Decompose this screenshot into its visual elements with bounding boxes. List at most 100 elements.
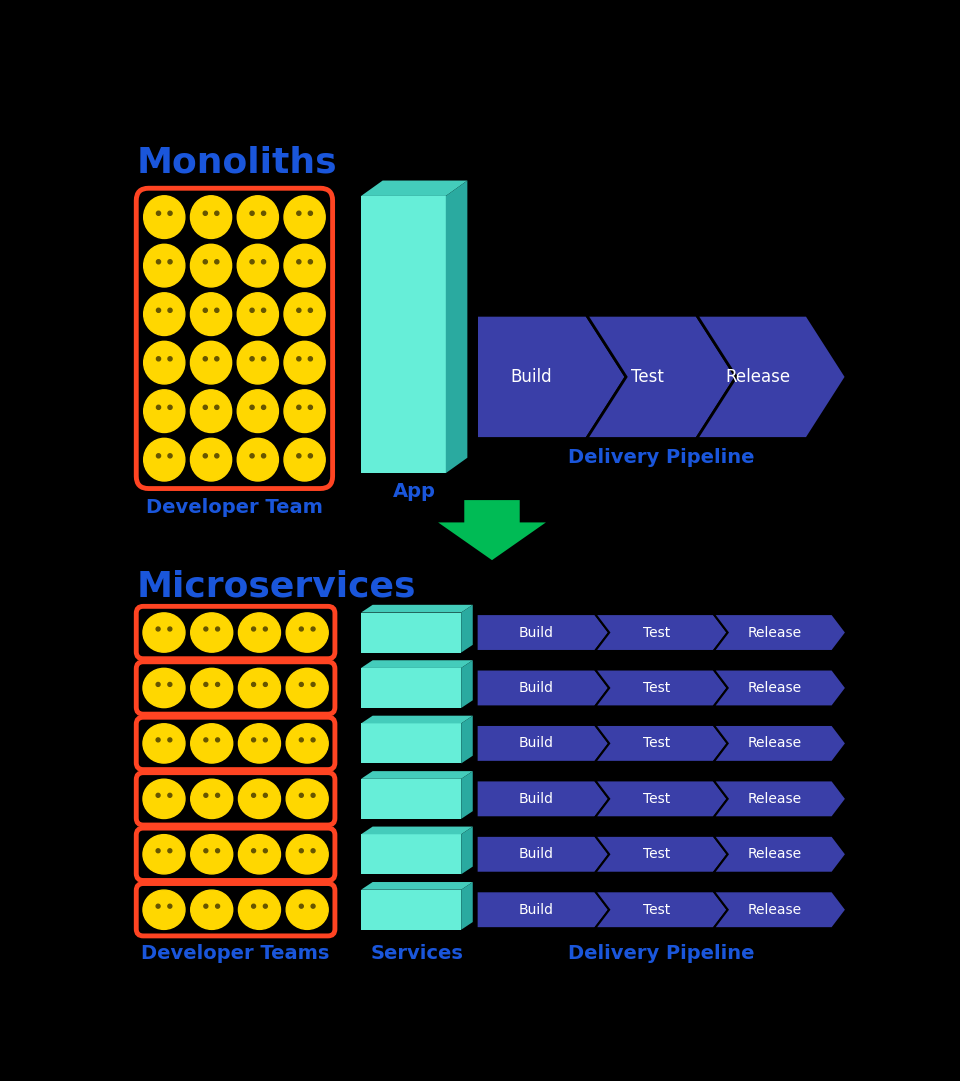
- Circle shape: [311, 738, 315, 742]
- Circle shape: [215, 259, 219, 264]
- Ellipse shape: [191, 613, 232, 652]
- Text: Test: Test: [643, 681, 670, 695]
- Circle shape: [168, 211, 172, 215]
- Circle shape: [168, 627, 172, 631]
- Circle shape: [300, 904, 303, 908]
- Circle shape: [261, 259, 266, 264]
- Circle shape: [215, 308, 219, 312]
- Circle shape: [300, 682, 303, 686]
- FancyBboxPatch shape: [136, 828, 335, 880]
- Circle shape: [156, 849, 160, 853]
- Text: Release: Release: [748, 903, 802, 917]
- Circle shape: [156, 904, 160, 908]
- Ellipse shape: [286, 613, 328, 652]
- Circle shape: [261, 454, 266, 458]
- Ellipse shape: [284, 342, 325, 384]
- Polygon shape: [476, 780, 610, 817]
- Circle shape: [168, 454, 172, 458]
- Polygon shape: [361, 668, 461, 708]
- Circle shape: [216, 793, 220, 798]
- Text: Test: Test: [643, 736, 670, 750]
- Text: Release: Release: [748, 736, 802, 750]
- Text: Test: Test: [643, 792, 670, 805]
- Circle shape: [156, 682, 160, 686]
- Ellipse shape: [144, 438, 185, 481]
- Polygon shape: [461, 604, 472, 653]
- Polygon shape: [461, 882, 472, 930]
- Circle shape: [261, 357, 266, 361]
- Polygon shape: [713, 669, 846, 707]
- Circle shape: [263, 627, 267, 631]
- Circle shape: [156, 738, 160, 742]
- Circle shape: [168, 904, 172, 908]
- Circle shape: [156, 308, 160, 312]
- Ellipse shape: [286, 724, 328, 763]
- Circle shape: [156, 454, 160, 458]
- Polygon shape: [476, 614, 610, 651]
- Circle shape: [263, 849, 267, 853]
- Text: Developer Team: Developer Team: [146, 497, 323, 517]
- Circle shape: [300, 793, 303, 798]
- Ellipse shape: [284, 293, 325, 335]
- Text: Build: Build: [518, 848, 553, 862]
- Text: Monoliths: Monoliths: [136, 146, 337, 179]
- Circle shape: [215, 405, 219, 410]
- Ellipse shape: [143, 779, 185, 818]
- FancyBboxPatch shape: [136, 883, 335, 936]
- Ellipse shape: [144, 390, 185, 432]
- Circle shape: [204, 259, 207, 264]
- Circle shape: [204, 682, 207, 686]
- Circle shape: [204, 357, 207, 361]
- Circle shape: [252, 793, 255, 798]
- Text: Delivery Pipeline: Delivery Pipeline: [568, 944, 755, 962]
- Circle shape: [297, 357, 300, 361]
- Polygon shape: [595, 614, 728, 651]
- Circle shape: [204, 849, 207, 853]
- Ellipse shape: [143, 724, 185, 763]
- Circle shape: [300, 627, 303, 631]
- Circle shape: [308, 259, 312, 264]
- Ellipse shape: [238, 724, 280, 763]
- Polygon shape: [476, 836, 610, 872]
- Ellipse shape: [238, 668, 280, 708]
- Circle shape: [204, 211, 207, 215]
- Circle shape: [168, 849, 172, 853]
- Ellipse shape: [144, 342, 185, 384]
- Polygon shape: [361, 771, 472, 778]
- Circle shape: [216, 738, 220, 742]
- Text: Build: Build: [518, 736, 553, 750]
- Polygon shape: [361, 835, 461, 875]
- Circle shape: [204, 405, 207, 410]
- Ellipse shape: [143, 890, 185, 930]
- Polygon shape: [713, 891, 846, 929]
- Circle shape: [250, 211, 254, 215]
- Polygon shape: [461, 771, 472, 819]
- Circle shape: [252, 738, 255, 742]
- Circle shape: [311, 904, 315, 908]
- Text: Build: Build: [518, 626, 553, 640]
- Circle shape: [297, 308, 300, 312]
- Ellipse shape: [190, 390, 231, 432]
- Ellipse shape: [237, 244, 278, 286]
- Ellipse shape: [237, 196, 278, 239]
- Circle shape: [156, 627, 160, 631]
- Ellipse shape: [284, 244, 325, 286]
- Polygon shape: [438, 501, 546, 560]
- Polygon shape: [713, 780, 846, 817]
- Circle shape: [263, 904, 267, 908]
- Circle shape: [156, 405, 160, 410]
- Ellipse shape: [286, 779, 328, 818]
- Circle shape: [297, 211, 300, 215]
- Polygon shape: [587, 316, 736, 439]
- Ellipse shape: [238, 890, 280, 930]
- Circle shape: [250, 259, 254, 264]
- Polygon shape: [461, 660, 472, 708]
- Ellipse shape: [191, 668, 232, 708]
- Text: Release: Release: [748, 792, 802, 805]
- Ellipse shape: [238, 835, 280, 873]
- Ellipse shape: [286, 668, 328, 708]
- Ellipse shape: [284, 390, 325, 432]
- Polygon shape: [361, 181, 468, 196]
- Polygon shape: [595, 836, 728, 872]
- Circle shape: [263, 793, 267, 798]
